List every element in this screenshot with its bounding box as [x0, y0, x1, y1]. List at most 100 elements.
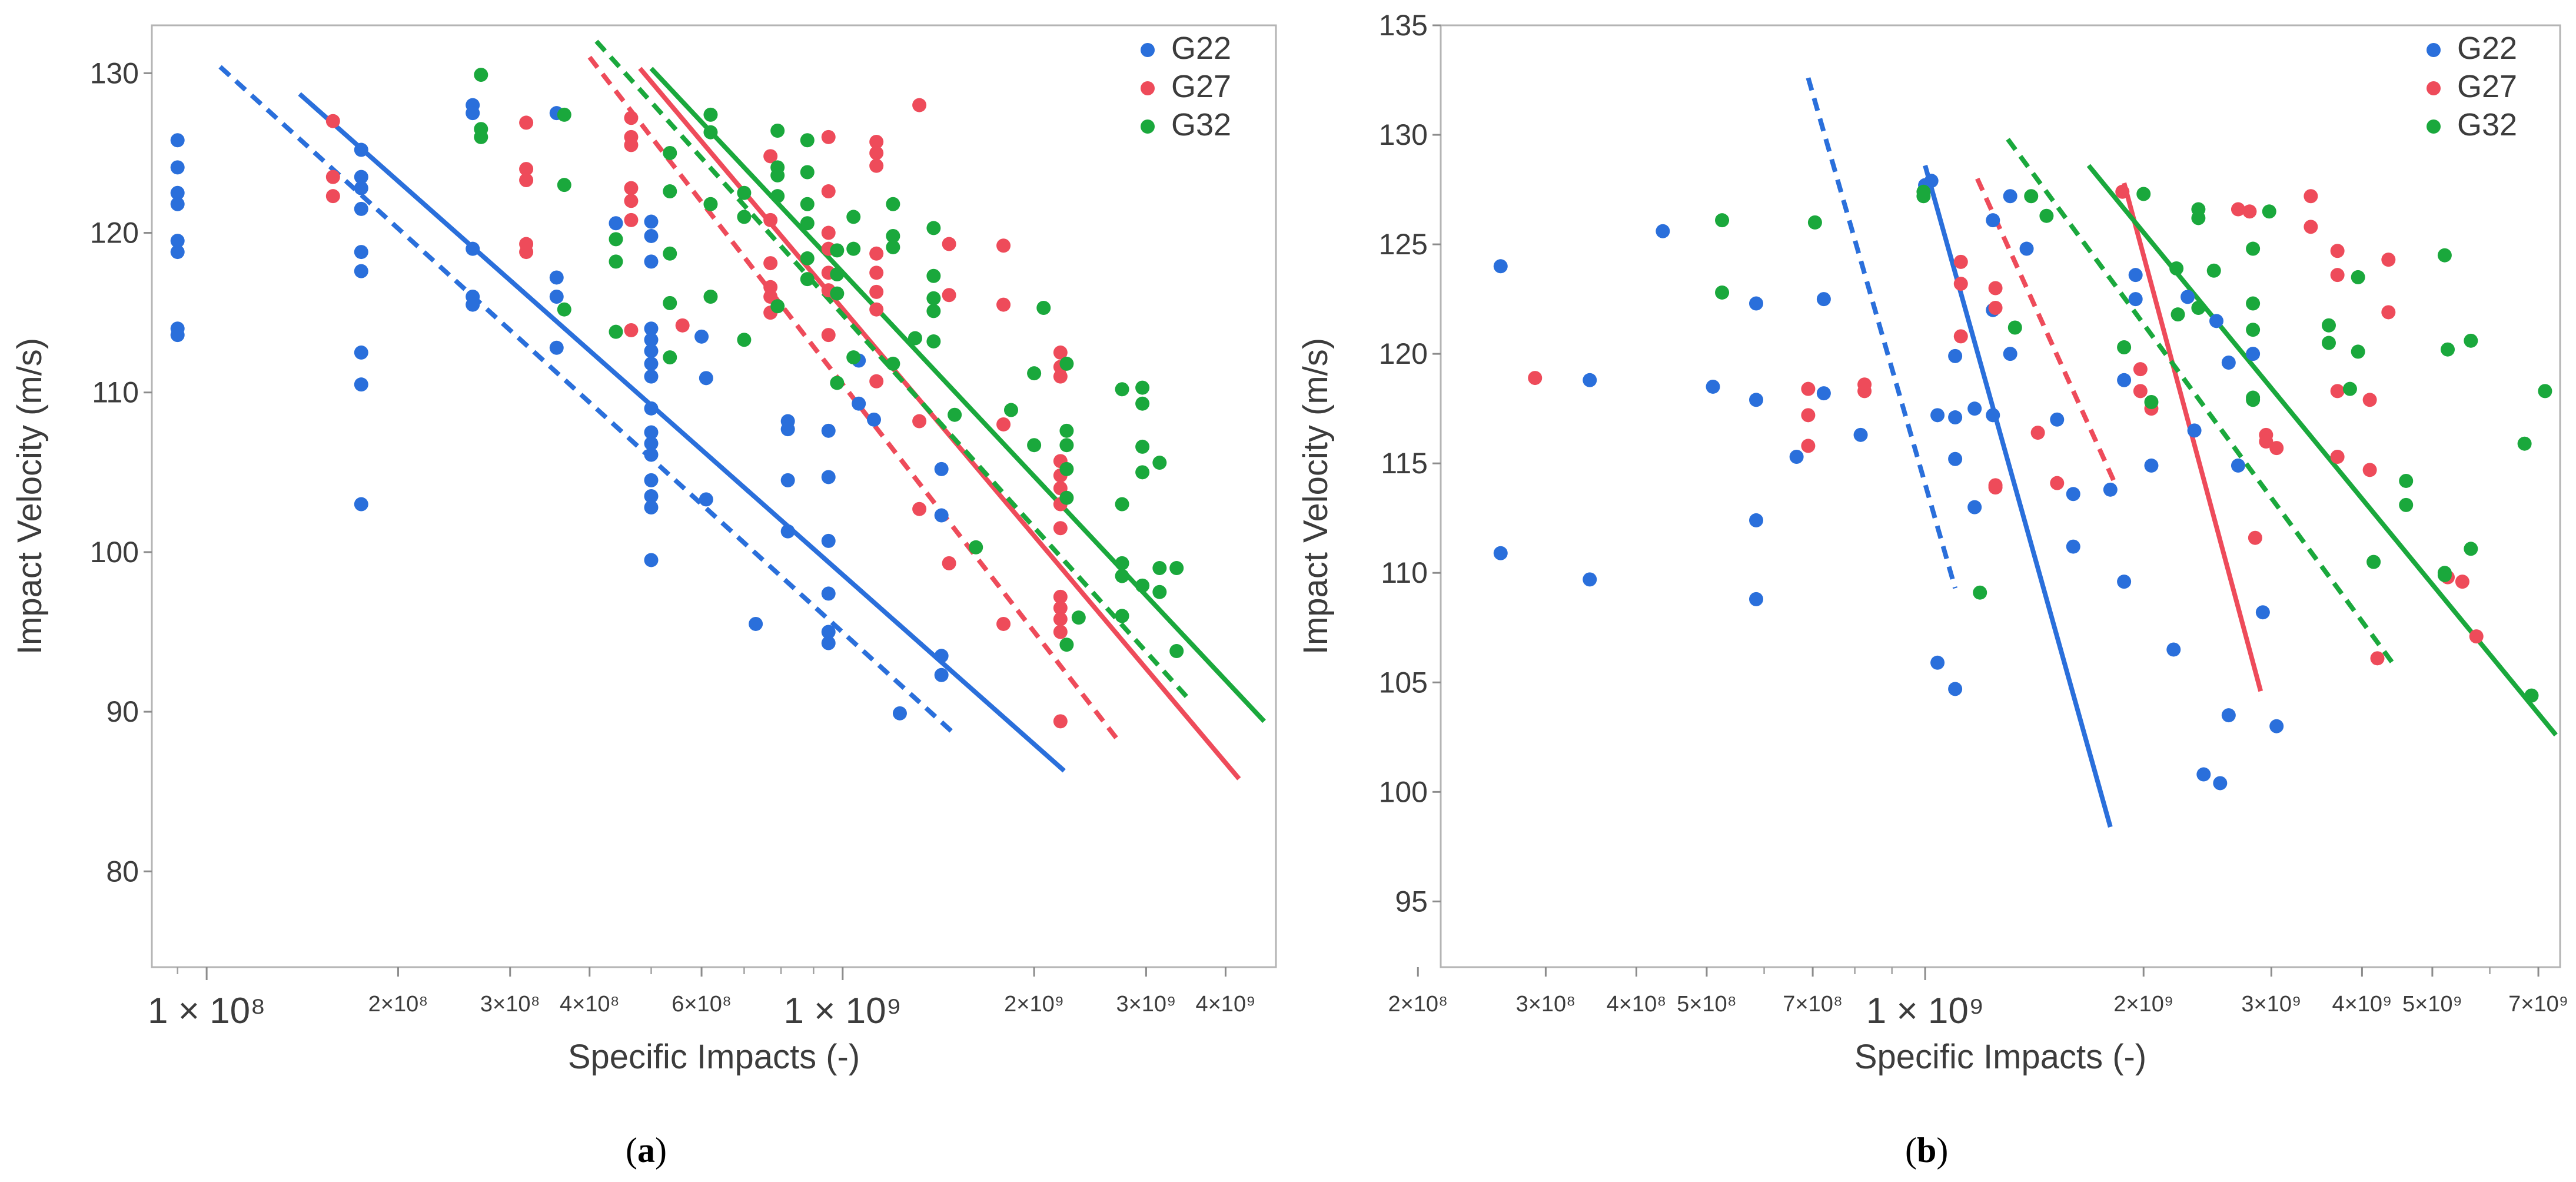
- data-point-g27: [1801, 439, 1816, 453]
- x-tick-label: 3×10⁸: [1516, 992, 1576, 1017]
- data-point-g22: [354, 245, 368, 260]
- x-tick-label: 2×10⁹: [2113, 992, 2173, 1017]
- data-point-g27: [325, 189, 340, 204]
- fit-line-g27-dashed: [587, 55, 1119, 741]
- data-point-g22: [821, 470, 836, 484]
- data-point-g22: [1493, 546, 1508, 560]
- data-point-g27: [624, 181, 639, 195]
- data-point-g27: [2304, 189, 2318, 204]
- data-point-g27: [1857, 384, 1872, 399]
- data-point-g27: [1053, 600, 1068, 615]
- data-point-g22: [694, 329, 709, 344]
- data-point-g32: [1059, 490, 1074, 505]
- data-point-g22: [1986, 213, 2000, 228]
- data-point-g27: [996, 616, 1011, 631]
- data-point-g22: [821, 636, 836, 650]
- data-point-g32: [1973, 585, 1987, 600]
- data-point-g22: [1493, 259, 1508, 274]
- data-point-g27: [942, 237, 956, 251]
- data-point-g27: [2304, 220, 2318, 234]
- data-point-g27: [869, 284, 884, 299]
- x-tick-label: 1 × 10⁹: [783, 991, 902, 1031]
- data-point-g27: [1528, 371, 1543, 386]
- data-point-g22: [1816, 386, 1831, 401]
- data-point-g22: [1749, 296, 1763, 311]
- legend-label-g22: G22: [1171, 31, 1231, 66]
- data-point-g32: [609, 254, 623, 269]
- y-axis-label: Impact Velocity (m/s): [11, 338, 49, 655]
- data-point-g27: [821, 225, 836, 240]
- data-point-g32: [703, 125, 718, 140]
- data-point-g32: [2351, 270, 2365, 284]
- data-point-g27: [869, 302, 884, 317]
- data-point-g32: [2441, 342, 2455, 357]
- data-point-g22: [354, 170, 368, 184]
- data-point-g32: [663, 184, 677, 199]
- data-point-g22: [1583, 373, 1597, 387]
- data-point-g27: [2231, 202, 2245, 217]
- data-point-g22: [1948, 410, 1963, 425]
- data-point-g27: [2115, 184, 2130, 199]
- data-point-g32: [2144, 395, 2159, 409]
- data-point-g22: [1986, 408, 2000, 423]
- data-point-g22: [170, 133, 185, 148]
- data-point-g32: [2191, 211, 2206, 225]
- fit-line-g22-solid: [1923, 165, 2113, 828]
- y-tick-label: 125: [1379, 228, 1428, 261]
- data-point-g22: [2181, 290, 2195, 304]
- data-point-g32: [1152, 456, 1167, 470]
- data-point-g27: [2259, 434, 2273, 449]
- legend-label-g27: G27: [1171, 69, 1231, 104]
- data-point-g22: [2019, 241, 2034, 256]
- legend-marker-g22: [1141, 43, 1155, 57]
- data-point-g32: [1115, 497, 1129, 512]
- x-tick-label: 1 × 10⁹: [1866, 991, 1985, 1031]
- data-point-g27: [325, 114, 340, 128]
- data-point-g27: [2362, 393, 2377, 407]
- data-point-g27: [2330, 268, 2345, 283]
- data-point-g32: [1135, 439, 1150, 454]
- legend-marker-g32: [1141, 119, 1155, 134]
- x-tick-label: 6×10⁸: [672, 992, 732, 1017]
- series-g32: [1715, 184, 2552, 703]
- data-point-g27: [821, 130, 836, 144]
- data-point-g27: [912, 414, 927, 429]
- data-point-g22: [644, 500, 659, 514]
- data-point-g22: [780, 524, 795, 539]
- data-point-g32: [1715, 285, 1730, 300]
- data-point-g27: [1988, 301, 2003, 315]
- data-point-g22: [644, 473, 659, 487]
- data-point-g22: [644, 401, 659, 416]
- data-point-g22: [1789, 450, 1804, 464]
- data-point-g22: [780, 473, 795, 487]
- data-point-g27: [2050, 476, 2065, 490]
- data-point-g27: [2030, 426, 2045, 440]
- data-point-g22: [549, 340, 564, 355]
- data-point-g22: [821, 533, 836, 548]
- data-point-g22: [354, 181, 368, 195]
- data-point-g32: [2399, 497, 2414, 512]
- data-point-g32: [830, 286, 845, 301]
- data-point-g22: [549, 270, 564, 285]
- data-point-g27: [624, 213, 639, 227]
- data-point-g32: [886, 356, 900, 371]
- data-point-g27: [2248, 530, 2262, 545]
- data-point-g32: [1059, 438, 1074, 453]
- x-tick-label: 4×10⁸: [1607, 992, 1667, 1017]
- plot-area-b: [1440, 24, 2561, 968]
- data-point-g32: [609, 232, 623, 247]
- fit-line-g22-dashed: [218, 65, 956, 736]
- data-point-g32: [770, 299, 785, 314]
- data-point-g22: [644, 436, 659, 451]
- data-point-g27: [869, 145, 884, 160]
- data-point-g22: [170, 197, 185, 211]
- data-point-g22: [354, 264, 368, 278]
- data-point-g22: [821, 423, 836, 438]
- series-g27: [1528, 184, 2484, 666]
- series-g22: [1493, 174, 2284, 791]
- data-point-g22: [1749, 513, 1763, 527]
- data-point-g27: [996, 297, 1011, 312]
- x-tick-label: 7×10⁸: [1783, 992, 1843, 1017]
- data-point-g22: [2050, 412, 2065, 427]
